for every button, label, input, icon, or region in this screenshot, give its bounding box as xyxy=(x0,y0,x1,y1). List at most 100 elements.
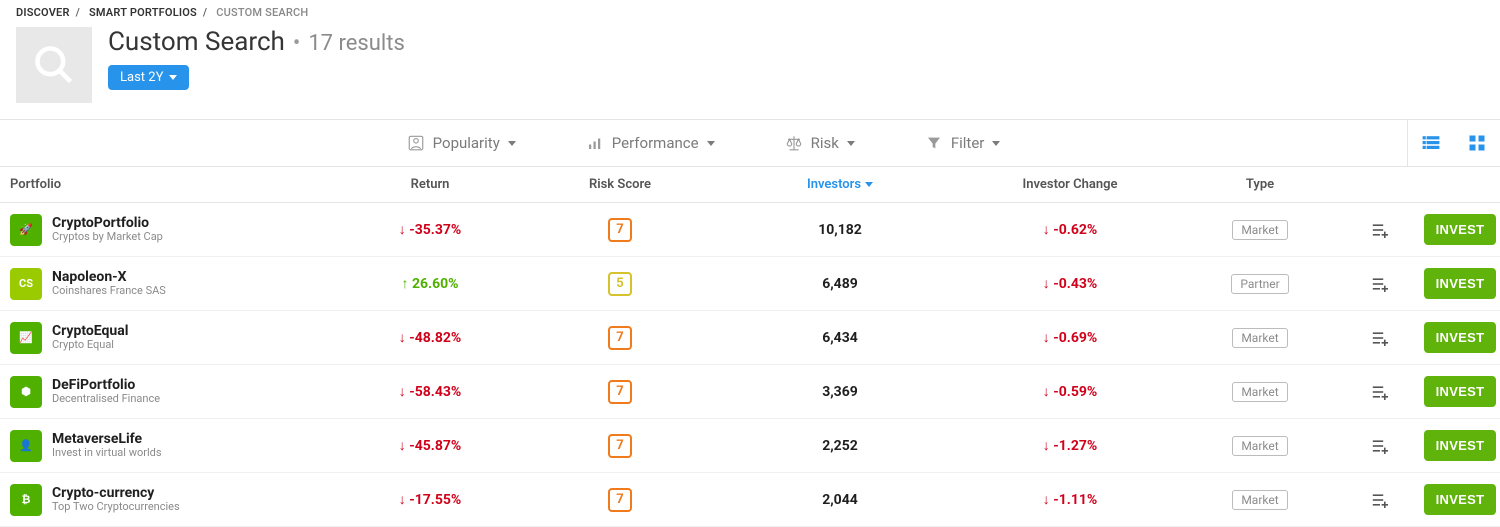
return-value: ↓ -35.37% xyxy=(340,221,520,238)
col-return[interactable]: Return xyxy=(340,177,520,192)
investors-count: 3,369 xyxy=(720,384,960,400)
table-row[interactable]: 📈CryptoEqualCrypto Equal↓ -48.82%76,434↓… xyxy=(0,311,1500,365)
portfolio-name: Crypto-currency xyxy=(52,486,180,501)
type-badge: Market xyxy=(1180,328,1340,348)
type-badge: Market xyxy=(1180,490,1340,510)
invest-button[interactable]: INVEST xyxy=(1424,376,1497,407)
chevron-down-icon xyxy=(847,141,855,146)
add-watchlist-button[interactable] xyxy=(1340,222,1420,238)
table-row[interactable]: 👤 MetaverseLifeInvest in virtual worlds ↓ … xyxy=(0,419,1500,473)
breadcrumb: DISCOVER/ SMART PORTFOLIOS/ CUSTOM SEARC… xyxy=(0,0,1500,23)
type-badge: Market xyxy=(1180,436,1340,456)
portfolio-icon: ₿ xyxy=(10,484,42,516)
portfolio-name: CryptoPortfolio xyxy=(52,216,163,231)
view-grid-button[interactable] xyxy=(1454,120,1500,166)
return-value: ↓ -45.87% xyxy=(340,437,520,454)
col-type[interactable]: Type xyxy=(1180,177,1340,192)
portfolio-icon: ⬢ xyxy=(10,376,42,408)
investor-change: ↓ -0.43% xyxy=(960,275,1180,292)
col-investors[interactable]: Investors xyxy=(720,177,960,192)
risk-score: 7 xyxy=(520,488,720,512)
table-row[interactable]: 🚀 CryptoPortfolioCryptos by Market Cap ↓ -… xyxy=(0,203,1500,257)
portfolio-name: DeFiPortfolio xyxy=(52,378,160,393)
return-value: ↑ 26.60% xyxy=(340,275,520,292)
chevron-down-icon xyxy=(865,182,873,187)
type-badge: Market xyxy=(1180,220,1340,240)
breadcrumb-smart-portfolios[interactable]: SMART PORTFOLIOS xyxy=(89,6,197,19)
portfolio-name: MetaverseLife xyxy=(52,432,162,447)
funnel-icon xyxy=(925,134,943,152)
risk-score: 7 xyxy=(520,434,720,458)
person-icon xyxy=(407,134,425,152)
portfolio-icon: 👤 xyxy=(10,430,42,462)
time-range-label: Last 2Y xyxy=(120,70,163,85)
investors-count: 10,182 xyxy=(720,222,960,238)
risk-score: 7 xyxy=(520,326,720,350)
portfolio-icon: CS xyxy=(10,268,42,300)
table-row[interactable]: CSNapoleon-XCoinshares France SAS↑ 26.60… xyxy=(0,257,1500,311)
add-watchlist-button[interactable] xyxy=(1340,276,1420,292)
view-controls xyxy=(1407,120,1500,166)
portfolio-subtitle: Decentralised Finance xyxy=(52,393,160,405)
risk-score: 7 xyxy=(520,218,720,242)
filter-risk[interactable]: Risk xyxy=(785,134,855,152)
investors-count: 6,434 xyxy=(720,330,960,346)
title-dot: • xyxy=(293,31,300,56)
table-header: Portfolio Return Risk Score Investors In… xyxy=(0,167,1500,203)
investor-change: ↓ -0.62% xyxy=(960,221,1180,238)
portfolio-icon: 🚀 xyxy=(10,214,42,246)
type-badge: Market xyxy=(1180,382,1340,402)
add-watchlist-button[interactable] xyxy=(1340,330,1420,346)
search-tile-icon xyxy=(16,27,92,103)
page-header: Custom Search • 17 results Last 2Y xyxy=(0,23,1500,119)
investor-change: ↓ -1.27% xyxy=(960,437,1180,454)
investor-change: ↓ -0.69% xyxy=(960,329,1180,346)
return-value: ↓ -48.82% xyxy=(340,329,520,346)
page-title: Custom Search xyxy=(108,27,285,57)
invest-button[interactable]: INVEST xyxy=(1424,322,1497,353)
portfolio-icon: 📈 xyxy=(10,322,42,354)
filter-popularity[interactable]: Popularity xyxy=(407,134,516,152)
table-row[interactable]: ⬢ DeFiPortfolioDecentralised Finance ↓ -58… xyxy=(0,365,1500,419)
return-value: ↓ -17.55% xyxy=(340,491,520,508)
portfolio-name: Napoleon-X xyxy=(52,270,166,285)
add-watchlist-button[interactable] xyxy=(1340,492,1420,508)
results-count: 17 results xyxy=(308,31,405,56)
filter-performance[interactable]: Performance xyxy=(586,134,715,152)
type-badge: Partner xyxy=(1180,274,1340,294)
portfolio-subtitle: Invest in virtual worlds xyxy=(52,447,162,459)
investors-count: 2,044 xyxy=(720,492,960,508)
col-risk[interactable]: Risk Score xyxy=(520,177,720,192)
invest-button[interactable]: INVEST xyxy=(1424,484,1497,515)
chevron-down-icon xyxy=(508,141,516,146)
invest-button[interactable]: INVEST xyxy=(1424,430,1497,461)
scale-icon xyxy=(785,134,803,152)
investor-change: ↓ -0.59% xyxy=(960,383,1180,400)
portfolio-subtitle: Cryptos by Market Cap xyxy=(52,231,163,243)
col-portfolio[interactable]: Portfolio xyxy=(0,177,340,192)
breadcrumb-discover[interactable]: DISCOVER xyxy=(16,6,70,19)
chevron-down-icon xyxy=(707,141,715,146)
add-watchlist-button[interactable] xyxy=(1340,438,1420,454)
col-change[interactable]: Investor Change xyxy=(960,177,1180,192)
investor-change: ↓ -1.11% xyxy=(960,491,1180,508)
return-value: ↓ -58.43% xyxy=(340,383,520,400)
invest-button[interactable]: INVEST xyxy=(1424,214,1497,245)
time-range-pill[interactable]: Last 2Y xyxy=(108,65,189,90)
risk-score: 7 xyxy=(520,380,720,404)
risk-score: 5 xyxy=(520,272,720,296)
filter-bar: Popularity Performance Risk Filter xyxy=(0,119,1500,167)
bars-icon xyxy=(586,134,604,152)
portfolio-subtitle: Top Two Cryptocurrencies xyxy=(52,501,180,513)
invest-button[interactable]: INVEST xyxy=(1424,268,1497,299)
chevron-down-icon xyxy=(992,141,1000,146)
portfolio-subtitle: Crypto Equal xyxy=(52,339,128,351)
investors-count: 6,489 xyxy=(720,276,960,292)
add-watchlist-button[interactable] xyxy=(1340,384,1420,400)
investors-count: 2,252 xyxy=(720,438,960,454)
chevron-down-icon xyxy=(169,75,177,80)
filter-filter[interactable]: Filter xyxy=(925,134,1001,152)
table-row[interactable]: ₿ Crypto-currencyTop Two Cryptocurrencies… xyxy=(0,473,1500,527)
view-list-button[interactable] xyxy=(1408,120,1454,166)
breadcrumb-current: CUSTOM SEARCH xyxy=(216,6,308,19)
